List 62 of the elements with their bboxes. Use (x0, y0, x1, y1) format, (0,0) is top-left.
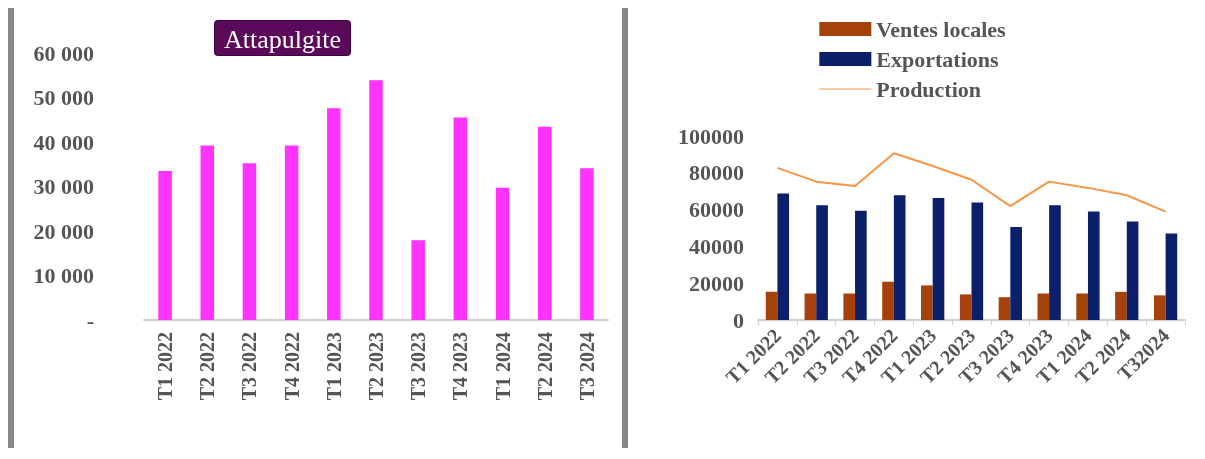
bar (200, 145, 215, 320)
bar (921, 285, 933, 320)
bar (1115, 291, 1127, 320)
y-tick-label: 50 000 (33, 85, 94, 110)
x-tick-label: T1 2024 (491, 332, 514, 401)
bar (453, 117, 468, 320)
bar (1010, 227, 1022, 320)
legend-label: Exportations (876, 46, 1000, 72)
bar (971, 202, 984, 320)
bar (998, 297, 1011, 320)
bar (369, 80, 383, 320)
legend-label: Ventes locales (876, 16, 1007, 42)
bar (1037, 293, 1050, 320)
y-tick-label: 60 000 (33, 40, 94, 66)
line-series (776, 152, 1167, 213)
bar (327, 108, 341, 320)
bar (843, 293, 856, 320)
bar (855, 210, 867, 320)
x-tick-label: T2 2024 (533, 332, 556, 401)
bar (777, 193, 790, 320)
x-tick-label: T4 2022 (280, 332, 303, 401)
bar (537, 126, 552, 320)
y-tick-label: 30 000 (33, 174, 94, 199)
y-tick-label: 0 (733, 307, 744, 333)
x-tick-label: T3 2023 (407, 332, 430, 401)
y-tick-label: 10 000 (33, 263, 94, 288)
bar (816, 205, 828, 320)
bar (1087, 211, 1100, 320)
chart-title: Attapulgite (224, 24, 341, 54)
y-tick-label: - (86, 307, 94, 333)
x-tick-label: T1 2023 (322, 332, 345, 401)
bar (893, 195, 906, 320)
bar (1165, 233, 1178, 320)
y-tick-label: 40 000 (33, 129, 94, 155)
y-tick-label: 20000 (689, 270, 744, 296)
bar (411, 240, 425, 320)
legend-label: Production (876, 76, 982, 102)
x-tick-label: T2 2022 (196, 332, 219, 401)
bar (1049, 205, 1061, 320)
bar (932, 198, 945, 320)
bar (580, 168, 594, 320)
bar (765, 291, 778, 320)
x-tick-label: T4 2023 (449, 332, 472, 401)
y-tick-label: 100000 (678, 123, 744, 149)
bar (242, 163, 257, 320)
bar (804, 293, 817, 320)
bar (1126, 221, 1139, 320)
y-tick-label: 20 000 (33, 218, 94, 244)
y-tick-label: 80000 (689, 160, 744, 186)
y-tick-label: 60000 (689, 197, 744, 223)
bar (1153, 295, 1166, 320)
x-tick-label: T3 2022 (238, 332, 261, 401)
bar (882, 281, 894, 320)
x-tick-label: T2 2023 (365, 332, 387, 401)
bar (1076, 293, 1088, 320)
x-tick-label: T1 2022 (154, 332, 177, 401)
bar (158, 170, 172, 320)
bar (495, 187, 510, 320)
x-tick-label: T3 2024 (575, 332, 598, 401)
y-tick-label: 40000 (689, 233, 744, 259)
bar (284, 145, 299, 320)
bar (959, 294, 972, 320)
